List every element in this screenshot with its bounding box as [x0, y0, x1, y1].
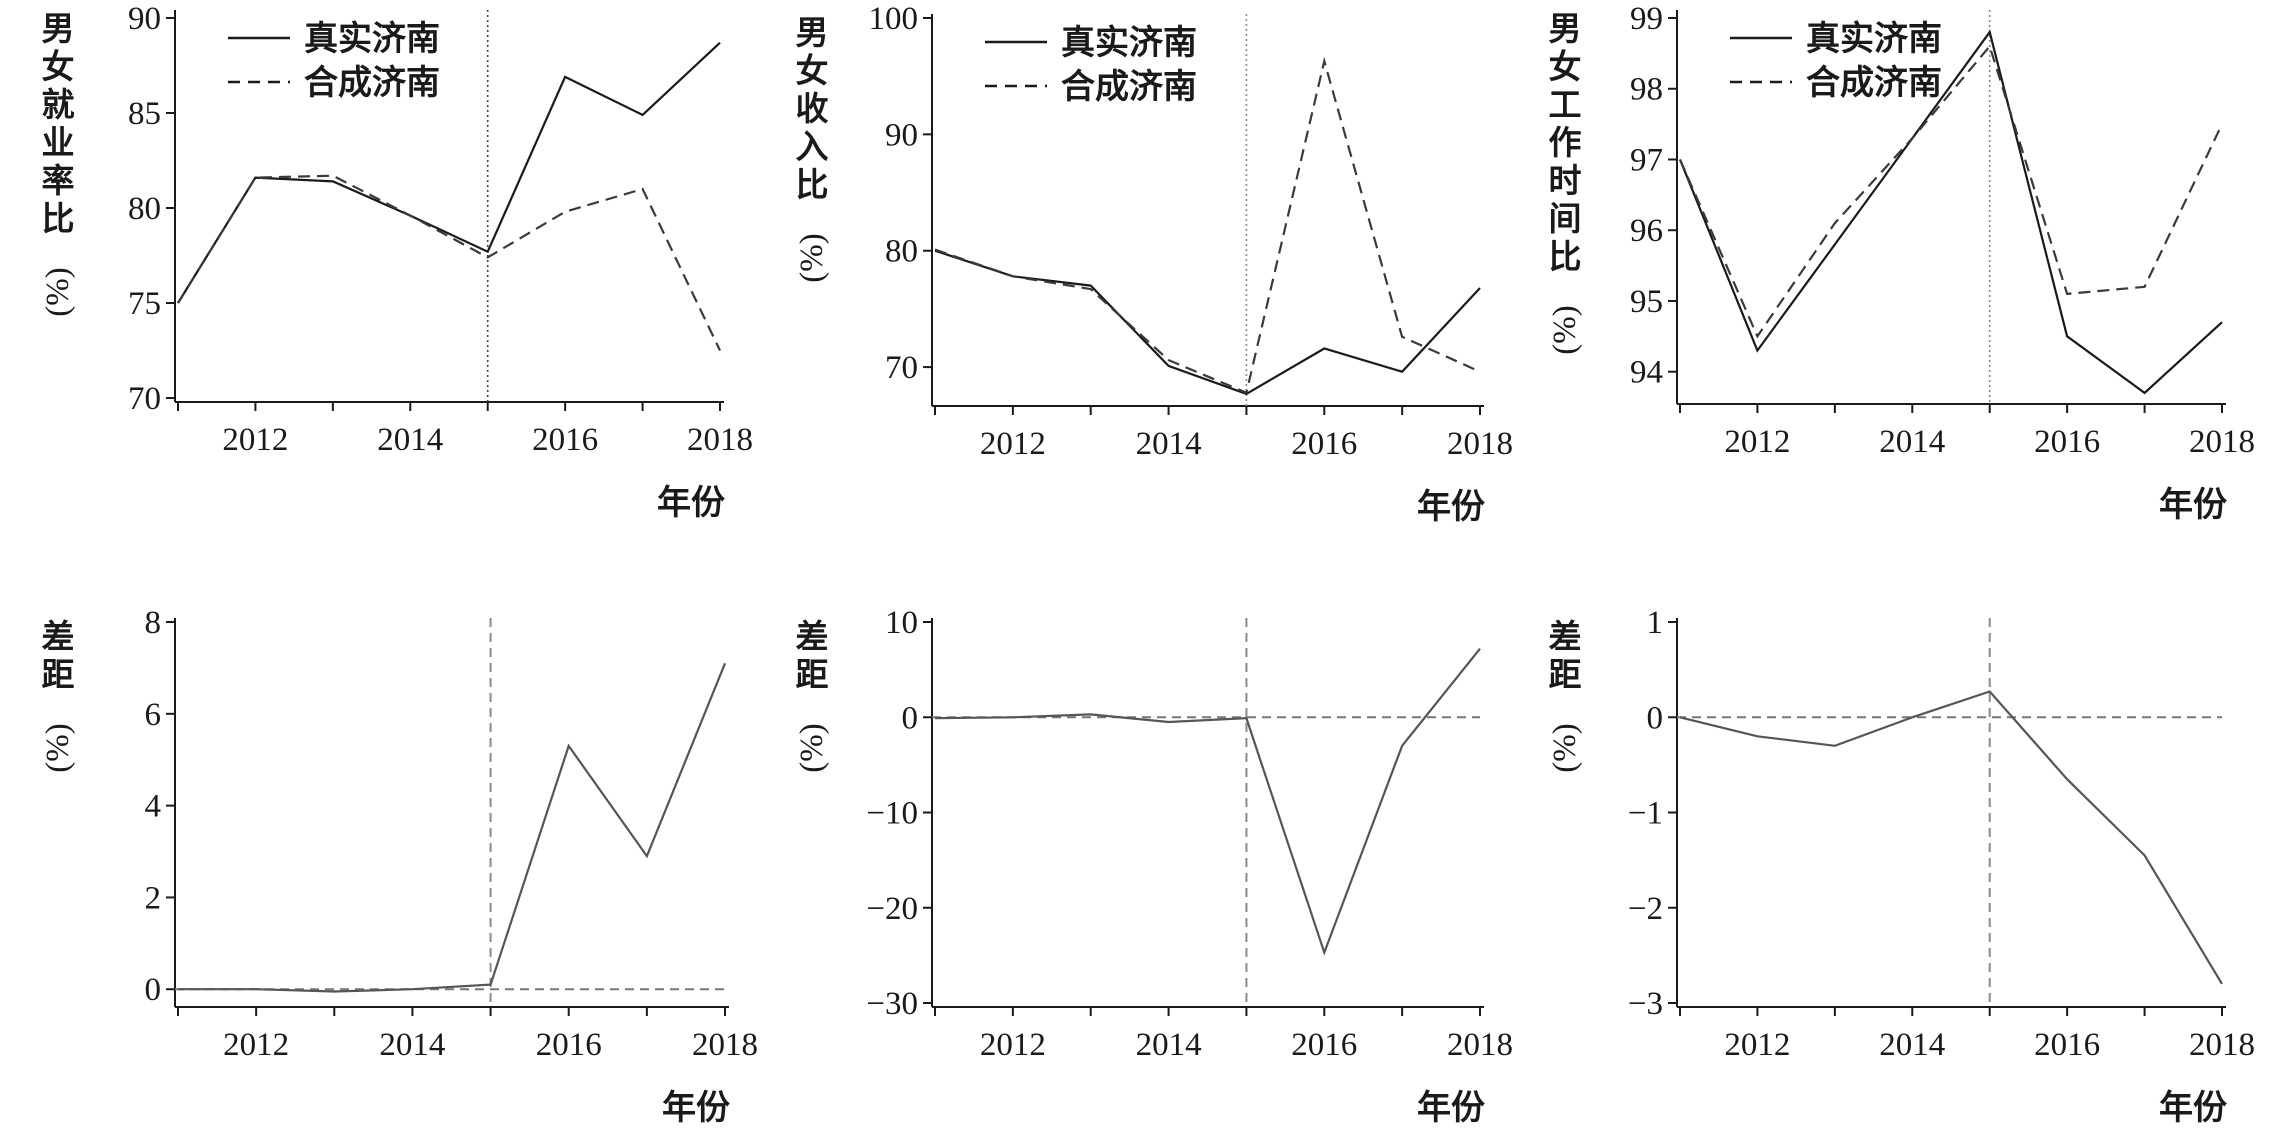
x-tick-label: 2018 [1447, 426, 1513, 462]
y-tick-label: 8 [145, 605, 162, 641]
series-line-real [1679, 690, 2223, 985]
series-line-synthetic [177, 174, 721, 351]
series-line-synthetic [1678, 44, 2223, 339]
y-axis-unit: (%) [1547, 723, 1583, 772]
x-tick-label: 2016 [1291, 1027, 1357, 1063]
y-axis-unit: (%) [1547, 305, 1583, 354]
x-tick-label: 2012 [980, 426, 1046, 462]
legend-label-real: 真实济南 [1061, 23, 1197, 63]
y-axis-unit: (%) [40, 723, 76, 772]
x-tick-label: 2018 [2189, 1027, 2255, 1063]
x-tick-label: 2018 [687, 422, 753, 458]
x-tick-label: 2014 [377, 422, 443, 458]
y-tick-label: −1 [1628, 796, 1663, 832]
y-axis-label: 差距 [1549, 617, 1582, 694]
y-tick-label: −2 [1628, 891, 1663, 927]
y-axis-label: 男女收入比 [796, 13, 829, 204]
y-axis-unit: (%) [794, 723, 830, 772]
panel-4: 0 2 4 6 8 2012 2014 2016 2018 年份 差距 (%) [40, 605, 758, 1128]
x-axis-label: 年份 [1417, 487, 1485, 527]
x-axis-label: 年份 [657, 483, 725, 523]
x-tick-label: 2016 [2034, 1027, 2100, 1063]
y-axis-label: 差距 [42, 617, 75, 694]
x-tick-label: 2014 [1879, 1027, 1945, 1063]
x-tick-label: 2014 [1879, 424, 1945, 460]
x-tick-label: 2012 [223, 1027, 289, 1063]
panel-6: −3 −2 −1 0 1 2012 2014 2016 2018 年份 差距 (%) [1547, 605, 2255, 1128]
y-tick-label: 75 [128, 286, 161, 322]
panel-5: −30 −20 −10 0 10 2012 2014 2016 2018 年份 差距 (%) [794, 605, 1513, 1128]
y-tick-label: 100 [869, 1, 919, 37]
x-tick-label: 2014 [1136, 426, 1202, 462]
series-line-real [178, 662, 727, 993]
y-tick-label: 80 [128, 191, 161, 227]
y-tick-label: 6 [145, 697, 162, 733]
y-axis-label: 男女工作时间比 [1549, 9, 1582, 276]
x-tick-label: 2016 [2034, 424, 2100, 460]
legend-label-synthetic: 合成济南 [304, 63, 440, 103]
series-line-real [1678, 29, 2223, 395]
y-tick-label: 95 [1630, 284, 1663, 320]
y-tick-label: 0 [145, 972, 162, 1008]
x-tick-label: 2012 [1724, 1027, 1790, 1063]
y-axis-label: 差距 [796, 617, 829, 694]
y-tick-label: 98 [1630, 72, 1663, 108]
y-tick-label: 4 [145, 789, 162, 825]
panel-1: 70 75 80 85 90 2012 2014 2016 2018 年份 男女就业率比 (%) 真实济… [40, 1, 753, 523]
y-tick-label: −20 [866, 891, 918, 927]
panel-3: 94 95 96 97 98 99 2012 2014 2016 2018 年份 男女工作时间比 (%)… [1547, 1, 2255, 525]
x-tick-label: 2016 [1291, 426, 1357, 462]
y-axis-label: 男女就业率比 [42, 9, 75, 238]
x-tick-label: 2012 [222, 422, 288, 458]
series-line-synthetic [934, 56, 1481, 395]
x-axis-label: 年份 [1417, 1088, 1485, 1128]
x-tick-label: 2014 [1136, 1027, 1202, 1063]
legend-label-real: 真实济南 [1806, 19, 1942, 59]
x-axis-label: 年份 [662, 1088, 730, 1128]
x-axis-label: 年份 [2159, 485, 2227, 525]
legend-label-real: 真实济南 [304, 19, 440, 59]
x-tick-label: 2012 [980, 1027, 1046, 1063]
series-line-real [934, 648, 1481, 956]
y-tick-label: 94 [1630, 355, 1663, 391]
y-tick-label: 10 [885, 605, 918, 641]
y-tick-label: 70 [128, 381, 161, 417]
y-tick-label: 90 [128, 1, 161, 37]
y-tick-label: −10 [866, 796, 918, 832]
x-tick-label: 2012 [1724, 424, 1790, 460]
legend-label-synthetic: 合成济南 [1061, 67, 1197, 107]
y-axis-unit: (%) [40, 267, 76, 316]
y-tick-label: −30 [866, 986, 918, 1022]
y-tick-label: 1 [1647, 605, 1664, 641]
x-tick-label: 2018 [1447, 1027, 1513, 1063]
x-tick-label: 2018 [2189, 424, 2255, 460]
y-tick-label: 96 [1630, 213, 1663, 249]
legend-label-synthetic: 合成济南 [1806, 63, 1942, 103]
y-tick-label: 80 [885, 234, 918, 270]
y-tick-label: 85 [128, 96, 161, 132]
x-tick-label: 2018 [692, 1027, 758, 1063]
y-tick-label: −3 [1628, 986, 1663, 1022]
x-tick-label: 2016 [532, 422, 598, 458]
y-tick-label: 0 [902, 700, 919, 736]
y-tick-label: 97 [1630, 142, 1663, 178]
y-tick-label: 70 [885, 350, 918, 386]
x-tick-label: 2014 [379, 1027, 445, 1063]
y-tick-label: 2 [145, 880, 162, 916]
y-tick-label: 99 [1630, 1, 1663, 37]
y-tick-label: 90 [885, 117, 918, 153]
panel-2: 70 80 90 100 2012 2014 2016 2018 年份 男女收入比 (%) 真实济南合… [794, 1, 1513, 527]
x-axis-label: 年份 [2159, 1088, 2227, 1128]
x-tick-label: 2016 [536, 1027, 602, 1063]
series-line-real [934, 249, 1481, 396]
y-tick-label: 0 [1647, 700, 1664, 736]
y-axis-unit: (%) [794, 233, 830, 282]
